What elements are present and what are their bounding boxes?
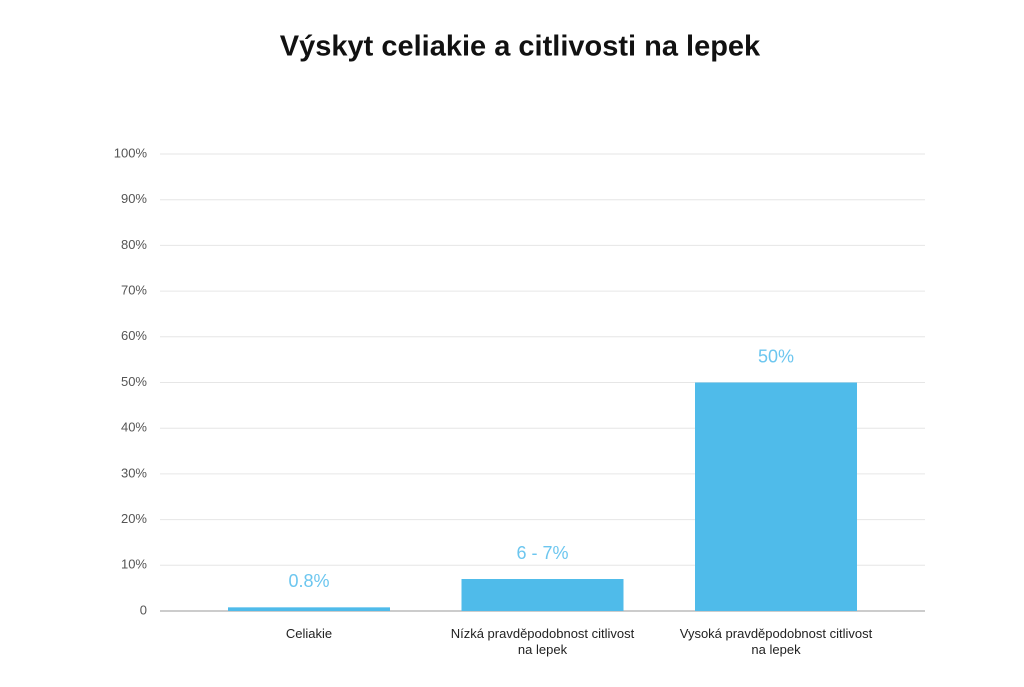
- chart-title: Výskyt celiakie a citlivosti na lepek: [280, 31, 761, 63]
- y-tick-label: 30%: [121, 465, 147, 480]
- y-tick-label: 60%: [121, 328, 147, 343]
- value-label: 50%: [758, 346, 794, 366]
- y-tick-label: 20%: [121, 511, 147, 526]
- bar: [461, 579, 624, 611]
- y-tick-label: 80%: [121, 237, 147, 252]
- bar: [228, 607, 390, 611]
- bar: [695, 382, 857, 611]
- y-tick-label: 10%: [121, 557, 147, 572]
- y-tick-label: 70%: [121, 283, 147, 298]
- x-tick-label: Vysoká pravděpodobnost citlivost na lepe…: [679, 626, 873, 657]
- y-tick-label: 90%: [121, 191, 147, 206]
- y-tick-label: 40%: [121, 420, 147, 435]
- y-tick-label: 0: [140, 602, 147, 617]
- y-tick-label: 100%: [114, 145, 148, 160]
- x-tick-label: Nízká pravděpodobnost citlivost na lepek: [450, 626, 635, 657]
- y-tick-label: 50%: [121, 374, 147, 389]
- value-label: 0.8%: [288, 571, 329, 591]
- x-tick-label: Celiakie: [285, 626, 333, 641]
- value-label: 6 - 7%: [516, 543, 568, 563]
